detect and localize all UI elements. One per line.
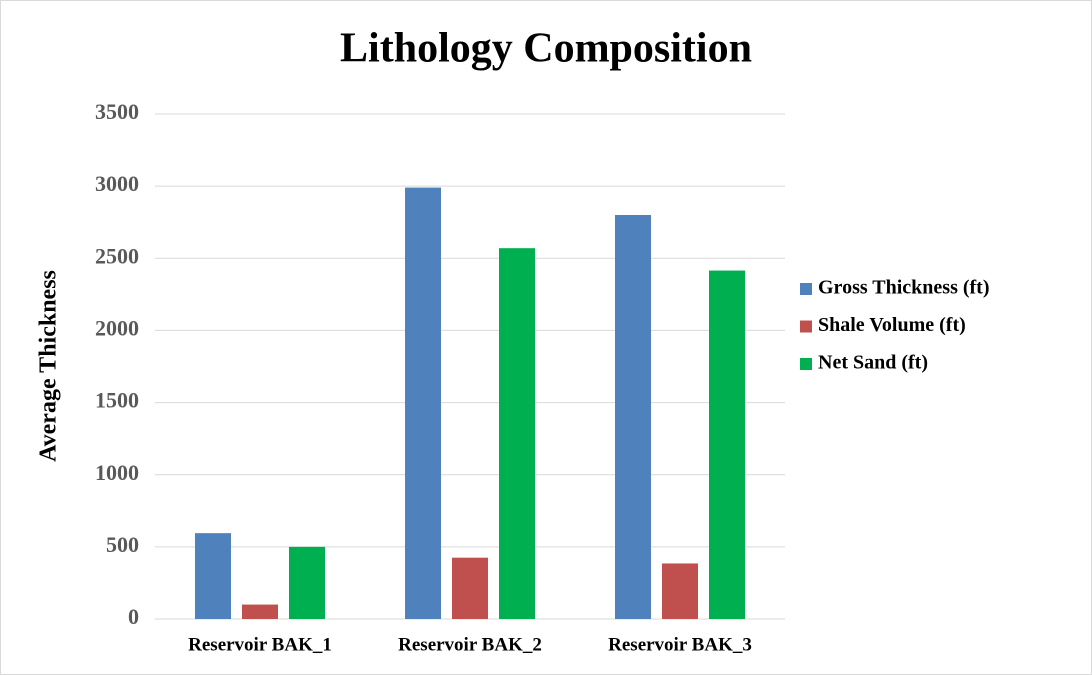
bar: [242, 604, 278, 619]
y-tick-label: 2500: [95, 243, 139, 268]
y-tick-label: 3000: [95, 171, 139, 196]
x-tick-label: Reservoir BAK_2: [398, 634, 542, 655]
y-tick-label: 500: [106, 532, 139, 557]
bar: [405, 187, 441, 620]
legend-swatch: [800, 283, 812, 295]
bar: [195, 533, 231, 619]
bar: [499, 248, 535, 619]
legend-swatch: [800, 358, 812, 370]
legend-swatch: [800, 320, 812, 333]
bar: [289, 546, 325, 619]
y-axis-title: Average Thickness: [36, 270, 62, 462]
y-tick-label: 2000: [95, 315, 139, 340]
legend-label: Gross Thickness (ft): [818, 277, 990, 299]
legend-label: Shale Volume (ft): [818, 314, 966, 336]
x-tick-label: Reservoir BAK_3: [608, 634, 752, 655]
chart-title: Lithology Composition: [340, 26, 752, 72]
bar: [709, 270, 745, 619]
legend-label: Net Sand (ft): [818, 352, 928, 374]
bar: [662, 563, 698, 619]
x-tick-label: Reservoir BAK_1: [188, 634, 332, 655]
y-tick-label: 3500: [95, 99, 139, 124]
y-tick-label: 1500: [95, 388, 139, 413]
bar: [452, 557, 488, 619]
bar: [615, 215, 651, 619]
y-tick-label: 0: [128, 604, 139, 629]
y-tick-label: 1000: [95, 460, 139, 485]
